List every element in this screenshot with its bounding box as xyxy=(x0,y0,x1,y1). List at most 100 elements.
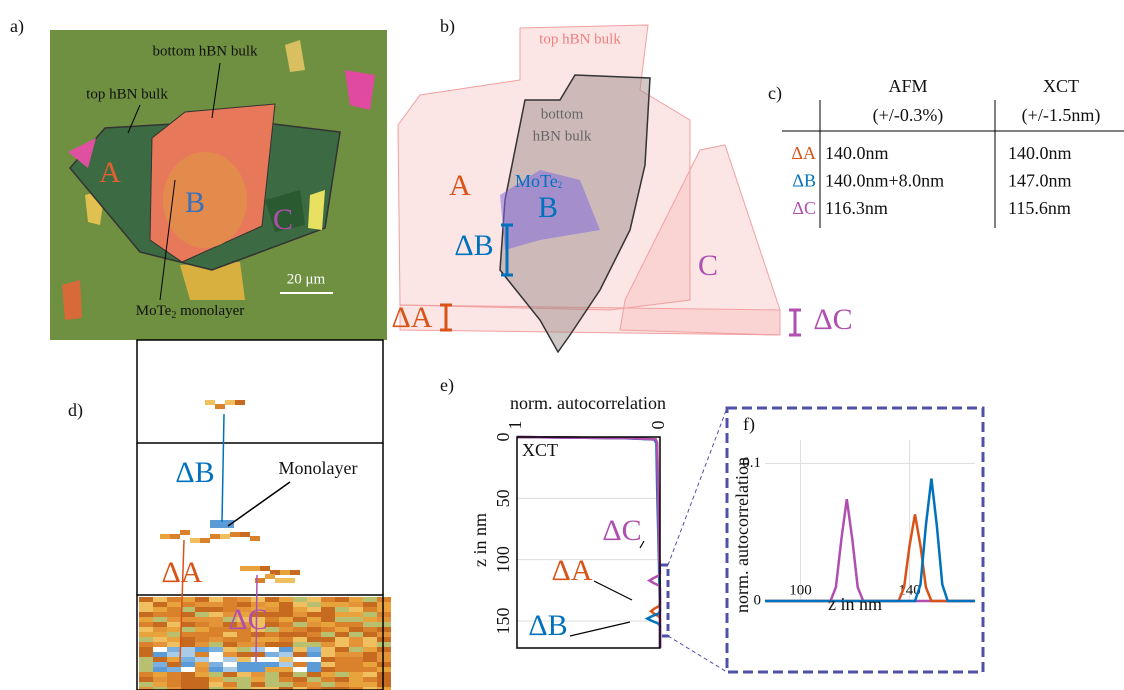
voxel xyxy=(251,657,265,662)
voxel xyxy=(321,657,335,662)
voxel xyxy=(181,607,195,612)
voxel xyxy=(251,597,265,602)
voxel xyxy=(181,667,195,672)
voxel xyxy=(307,637,321,642)
label: ΔB xyxy=(175,456,214,489)
cell: 116.3nm xyxy=(825,198,888,218)
voxel xyxy=(195,597,209,602)
voxel xyxy=(153,642,167,647)
voxel xyxy=(377,607,391,612)
label-part: MoTe xyxy=(136,303,172,319)
label: bottom xyxy=(541,106,584,122)
voxel xyxy=(160,534,170,539)
voxel xyxy=(209,682,223,687)
voxel xyxy=(240,532,250,537)
voxel xyxy=(139,622,153,627)
voxel xyxy=(307,652,321,657)
voxel xyxy=(293,677,307,682)
voxel xyxy=(265,662,279,667)
voxel xyxy=(307,672,321,677)
column-title: XCT xyxy=(1043,76,1079,96)
voxel xyxy=(265,652,279,657)
voxel xyxy=(181,672,195,677)
voxel xyxy=(195,602,209,607)
voxel xyxy=(209,672,223,677)
voxel xyxy=(349,602,363,607)
voxel xyxy=(363,627,377,632)
voxel xyxy=(209,642,223,647)
voxel xyxy=(153,602,167,607)
voxel xyxy=(181,632,195,637)
voxel xyxy=(181,637,195,642)
voxel xyxy=(335,612,349,617)
voxel xyxy=(307,617,321,622)
voxel xyxy=(223,637,237,642)
leader xyxy=(228,482,290,526)
voxel xyxy=(321,607,335,612)
voxel xyxy=(363,637,377,642)
voxel xyxy=(349,597,363,602)
zoom-frame xyxy=(727,408,983,672)
voxel xyxy=(139,637,153,642)
voxel xyxy=(265,637,279,642)
voxel xyxy=(293,652,307,657)
voxel xyxy=(293,622,307,627)
voxel xyxy=(167,602,181,607)
voxel xyxy=(167,657,181,662)
voxel xyxy=(349,647,363,652)
voxel xyxy=(190,538,200,543)
voxel xyxy=(139,597,153,602)
voxel xyxy=(280,570,290,575)
voxel xyxy=(195,612,209,617)
voxel xyxy=(215,404,225,409)
voxel xyxy=(223,657,237,662)
voxel xyxy=(321,627,335,632)
voxel xyxy=(321,667,335,672)
voxel xyxy=(223,642,237,647)
voxel xyxy=(250,566,260,571)
voxel xyxy=(275,578,285,583)
voxel xyxy=(195,642,209,647)
voxel xyxy=(363,662,377,667)
tomogram: ΔBMonolayerΔAΔC xyxy=(137,340,391,690)
voxel xyxy=(181,627,195,632)
voxel xyxy=(265,642,279,647)
x-tick-label: 100 xyxy=(789,582,812,598)
voxel xyxy=(321,662,335,667)
voxel xyxy=(209,647,223,652)
voxel xyxy=(200,538,210,543)
voxel xyxy=(139,602,153,607)
voxel xyxy=(223,672,237,677)
voxel xyxy=(279,597,293,602)
voxel xyxy=(153,657,167,662)
voxel xyxy=(279,632,293,637)
voxel xyxy=(209,677,223,682)
voxel xyxy=(307,607,321,612)
voxel xyxy=(195,677,209,682)
voxel xyxy=(377,647,391,652)
voxel xyxy=(363,652,377,657)
voxel xyxy=(377,617,391,622)
voxel xyxy=(139,617,153,622)
voxel xyxy=(363,602,377,607)
label-part: monolayer xyxy=(176,303,244,319)
x-tick-label: 0 xyxy=(648,421,668,430)
voxel xyxy=(153,682,167,687)
voxel xyxy=(251,677,265,682)
row-label: ΔC xyxy=(792,198,816,218)
voxel xyxy=(223,662,237,667)
voxel xyxy=(195,647,209,652)
voxel xyxy=(153,622,167,627)
y-tick-label: 0 xyxy=(754,592,762,608)
voxel xyxy=(153,637,167,642)
voxel xyxy=(265,667,279,672)
voxel xyxy=(265,682,279,687)
voxel xyxy=(307,612,321,617)
voxel xyxy=(279,607,293,612)
voxel xyxy=(237,637,251,642)
cell: 140.0nm xyxy=(825,143,889,163)
peak-label: ΔB xyxy=(528,609,567,642)
voxel xyxy=(237,682,251,687)
voxel xyxy=(349,627,363,632)
voxel xyxy=(293,632,307,637)
